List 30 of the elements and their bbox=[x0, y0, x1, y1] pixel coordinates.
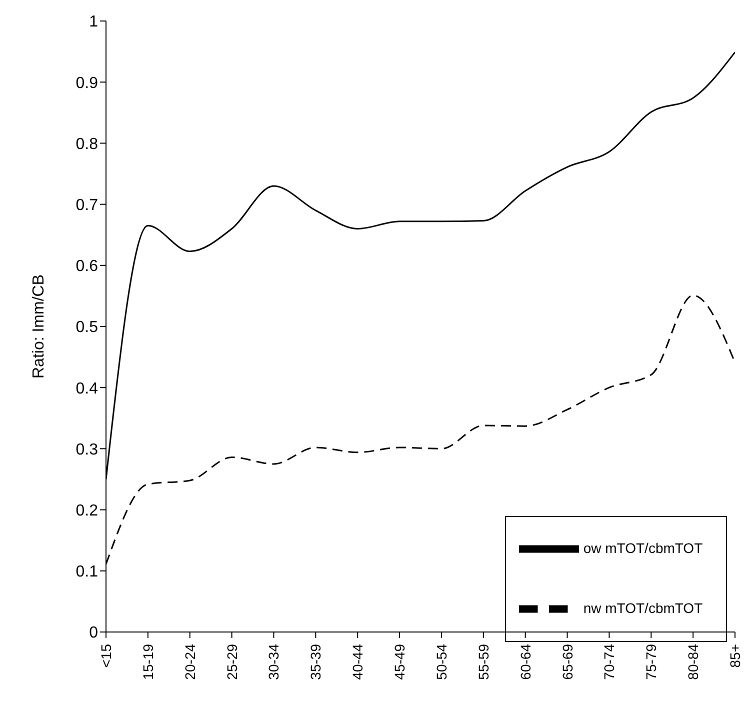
y-tick-label: 0.9 bbox=[76, 74, 98, 92]
y-tick-label: 0.6 bbox=[76, 258, 98, 276]
y-tick-label: 0.3 bbox=[76, 441, 98, 458]
legend-label: nw mTOT/cbmTOT bbox=[583, 600, 703, 616]
x-tick-label: 35-39 bbox=[308, 644, 324, 680]
x-tick-label: 25-29 bbox=[224, 644, 240, 680]
x-tick-label: 30-34 bbox=[266, 644, 282, 680]
y-tick-label: 0.5 bbox=[76, 319, 98, 336]
x-tick-label: 40-44 bbox=[350, 644, 366, 680]
y-tick-label: 0 bbox=[89, 624, 98, 642]
y-tick-label: 0.1 bbox=[76, 564, 98, 581]
x-tick-label: 20-24 bbox=[182, 644, 198, 680]
x-tick-label: 15-19 bbox=[140, 644, 156, 680]
y-tick-label: 0.8 bbox=[76, 136, 98, 153]
y-tick-label: 0.4 bbox=[76, 380, 98, 398]
y-axis-title: Ratio: Imm/CB bbox=[30, 274, 48, 379]
y-tick-label: 0.2 bbox=[76, 502, 98, 520]
x-tick-label: 75-79 bbox=[643, 644, 660, 680]
x-tick-label: 70-74 bbox=[601, 644, 618, 680]
legend-label: ow mTOT/cbmTOT bbox=[583, 540, 703, 556]
y-tick-label: 1 bbox=[89, 14, 98, 31]
x-tick-label: 85+ bbox=[727, 644, 743, 668]
x-tick-label: <15 bbox=[98, 644, 114, 668]
x-tick-label: 45-49 bbox=[392, 644, 408, 680]
x-tick-label: 65-69 bbox=[559, 644, 576, 680]
x-tick-label: 50-54 bbox=[433, 644, 450, 680]
x-tick-label: 80-84 bbox=[685, 644, 702, 680]
x-tick-label: 55-59 bbox=[475, 644, 492, 680]
y-tick-label: 0.7 bbox=[76, 196, 98, 214]
x-tick-label: 60-64 bbox=[517, 644, 534, 680]
